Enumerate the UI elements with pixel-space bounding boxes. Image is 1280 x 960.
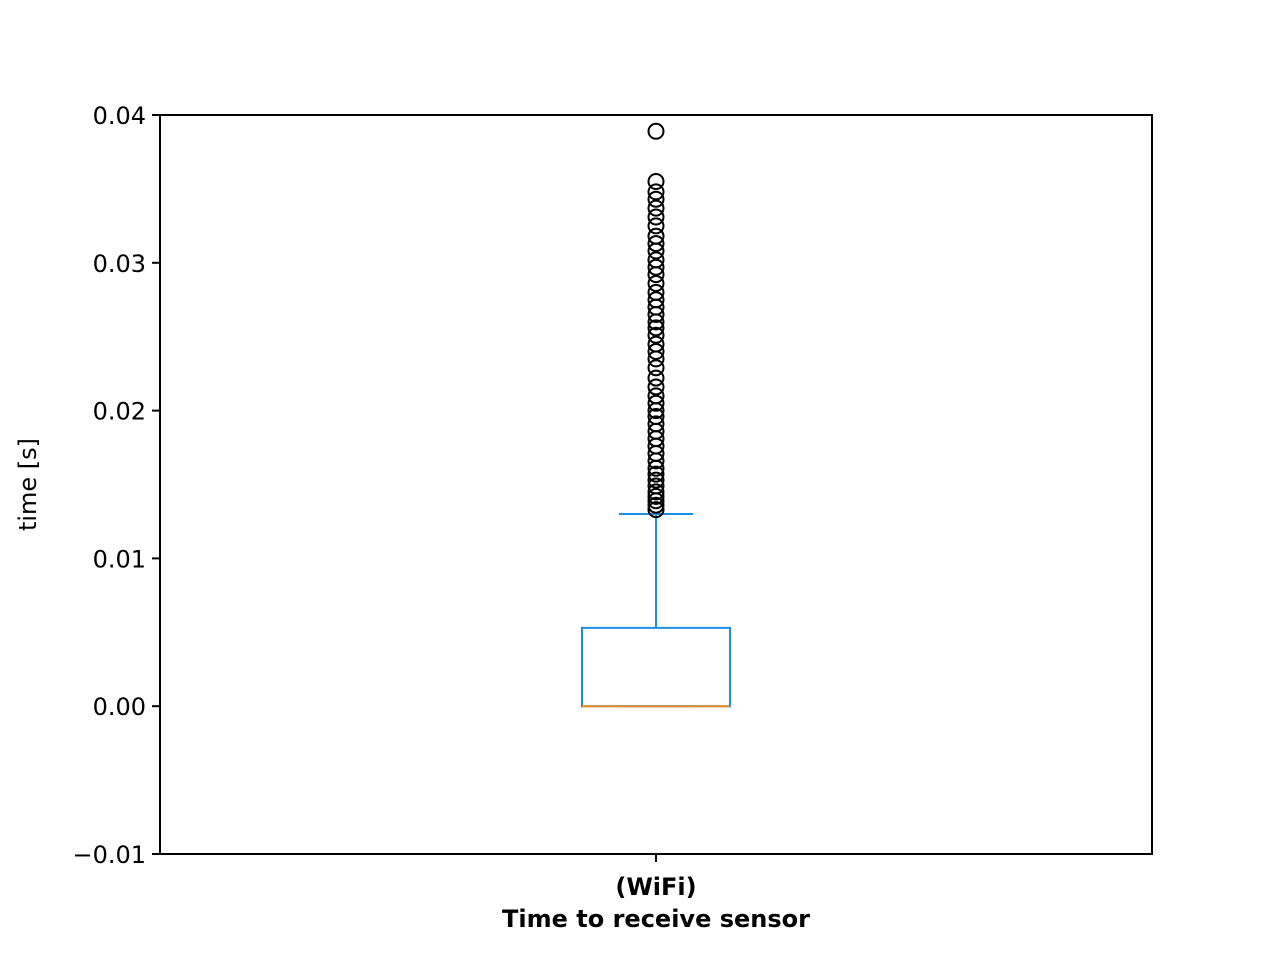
outlier-point xyxy=(647,496,665,514)
outlier-point xyxy=(647,227,665,245)
outlier-point xyxy=(647,183,665,201)
outlier-point xyxy=(647,235,665,253)
outlier-point xyxy=(647,408,665,426)
outlier-point xyxy=(647,291,665,309)
outlier-point xyxy=(647,359,665,377)
outlier-point xyxy=(647,369,665,387)
outlier-point xyxy=(647,465,665,483)
outlier-point xyxy=(647,471,665,489)
outlier-point xyxy=(647,335,665,353)
y-tick-label: 0.04 xyxy=(93,102,146,130)
outlier-point xyxy=(647,274,665,292)
outlier-point xyxy=(647,283,665,301)
outlier-point xyxy=(647,217,665,235)
y-tick-label: 0.03 xyxy=(93,250,146,278)
outlier-point xyxy=(647,415,665,433)
box-series xyxy=(581,122,731,708)
outlier-point xyxy=(647,487,665,505)
box-iqr xyxy=(581,626,731,708)
outlier-point xyxy=(647,501,665,519)
outliers xyxy=(647,122,665,519)
outlier-point xyxy=(647,394,665,412)
outlier-point xyxy=(647,378,665,396)
y-tick-label: 0.02 xyxy=(93,398,146,426)
y-tick-label: 0.00 xyxy=(93,693,146,721)
y-axis: −0.01 0.00 0.01 0.02 0.03 0.04 xyxy=(72,102,160,869)
y-tick-label: 0.01 xyxy=(93,545,146,573)
outlier-point xyxy=(647,483,665,501)
outlier-point xyxy=(647,199,665,217)
outlier-point xyxy=(647,342,665,360)
outlier-point xyxy=(647,319,665,337)
outlier-point xyxy=(647,326,665,344)
outlier-point xyxy=(647,251,665,269)
y-axis-label: time [s] xyxy=(14,438,42,531)
outlier-point xyxy=(647,190,665,208)
outlier-point xyxy=(647,258,665,276)
x-tick-label-line2: Time to receive sensor xyxy=(502,905,810,933)
outlier-point xyxy=(647,122,665,140)
outlier-point xyxy=(647,173,665,191)
outlier-point xyxy=(647,477,665,495)
outlier-point xyxy=(647,387,665,405)
x-tick-label: (WiFi) xyxy=(615,873,696,901)
box-group xyxy=(581,122,731,708)
y-tick-label: −0.01 xyxy=(72,841,146,869)
outlier-point xyxy=(647,208,665,226)
x-axis: (WiFi) Time to receive sensor xyxy=(502,854,810,933)
